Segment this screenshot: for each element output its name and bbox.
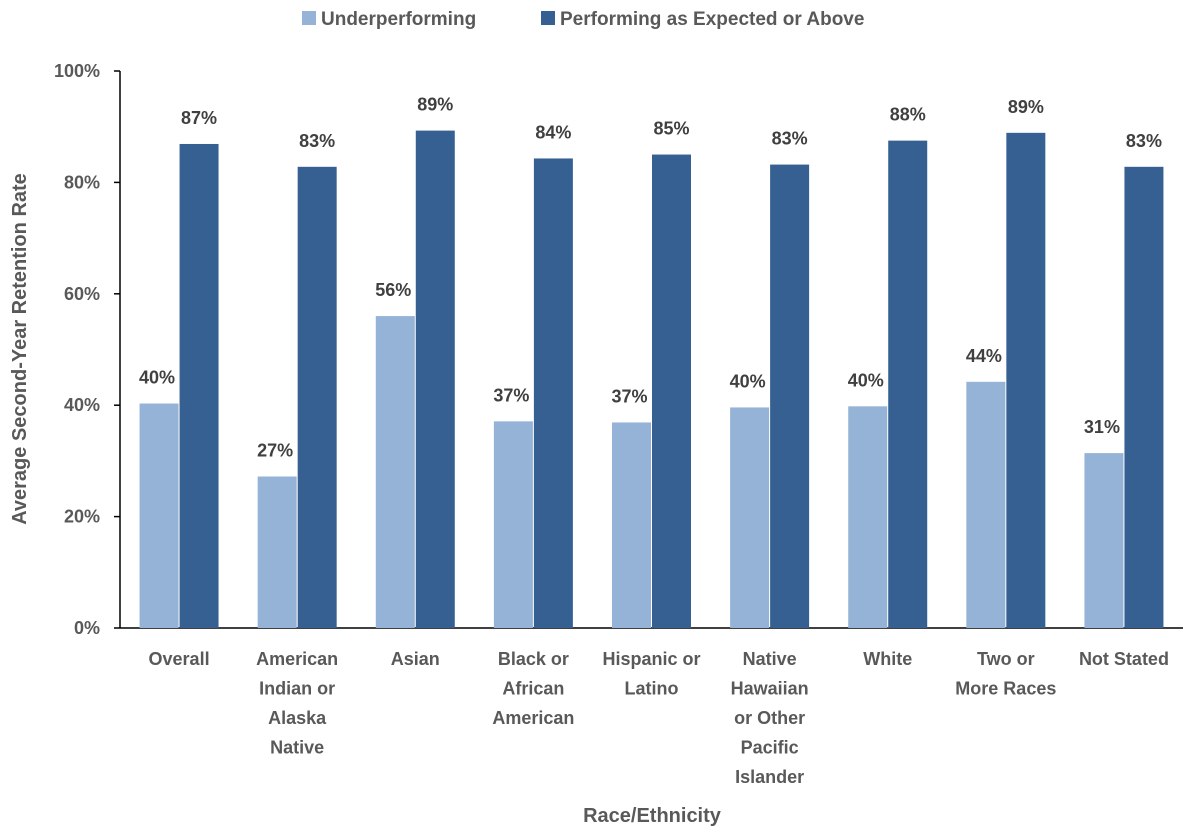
data-label: 40%	[848, 370, 884, 390]
data-label: 83%	[299, 131, 335, 151]
legend-label: Performing as Expected or Above	[560, 9, 864, 30]
bar	[1006, 132, 1046, 628]
bar	[533, 158, 573, 628]
data-label: 84%	[535, 122, 571, 142]
data-label: 44%	[966, 346, 1002, 366]
x-tick-label: Overall	[149, 649, 210, 669]
y-tick-label: 100%	[54, 61, 100, 81]
y-axis-title: Average Second-Year Retention Rate	[9, 173, 31, 525]
data-label: 37%	[493, 385, 529, 405]
x-tick-label: Two or More Races	[955, 649, 1056, 699]
y-tick-label: 40%	[64, 395, 100, 415]
data-label: 85%	[653, 119, 689, 139]
bar	[257, 476, 297, 628]
bar	[297, 166, 337, 628]
y-tick-label: 20%	[64, 507, 100, 527]
bar	[966, 381, 1006, 628]
data-label: 89%	[1008, 97, 1044, 117]
legend-swatch	[302, 11, 316, 25]
bar	[888, 140, 928, 628]
bar	[848, 406, 888, 628]
axes: 0% 20% 40% 60% 80% 100% Overall American Indian …	[54, 61, 1183, 787]
legend-swatch	[541, 11, 555, 25]
data-label: 27%	[257, 440, 293, 460]
bar	[179, 143, 219, 629]
x-tick-label: Not Stated	[1079, 649, 1169, 669]
data-label: 89%	[417, 95, 453, 115]
data-label: 87%	[181, 108, 217, 128]
bar	[1124, 166, 1164, 628]
legend-label: Underperforming	[321, 9, 476, 30]
data-label: 83%	[1126, 131, 1162, 151]
bars	[139, 130, 1164, 629]
bar	[770, 164, 810, 629]
x-tick-label: Asian	[391, 649, 440, 669]
x-axis-title: Race/Ethnicity	[583, 805, 722, 827]
y-tick-label: 60%	[64, 284, 100, 304]
y-tick-label: 80%	[64, 172, 100, 192]
bar	[652, 154, 691, 629]
bar	[139, 403, 179, 628]
x-tick-label: Hispanic or Latino	[602, 649, 700, 699]
bar	[493, 421, 533, 628]
data-label: 37%	[611, 386, 647, 406]
bar	[1084, 453, 1124, 628]
legend: Underperforming Performing as Expected or…	[302, 9, 864, 30]
bar	[730, 407, 770, 628]
data-label: 88%	[890, 105, 926, 125]
x-tick-label: Black or African American	[492, 649, 574, 728]
data-label: 56%	[375, 280, 411, 300]
data-label: 31%	[1084, 417, 1120, 437]
bar	[375, 316, 415, 628]
x-tick-label: Native Hawaiian or Other Pacific Islander	[731, 649, 809, 787]
x-tick-label: White	[863, 649, 912, 669]
bar	[612, 422, 651, 628]
data-label: 83%	[772, 129, 808, 149]
data-label: 40%	[730, 371, 766, 391]
data-label: 40%	[139, 368, 175, 388]
bar	[415, 130, 455, 628]
x-tick-label: American Indian or Alaska Native	[256, 649, 338, 758]
data-labels: 40% 27% 56% 37% 37% 40% 40% 44% 31% 87% 83% 89% 84% 8…	[139, 95, 1162, 461]
y-tick-label: 0%	[74, 618, 100, 638]
